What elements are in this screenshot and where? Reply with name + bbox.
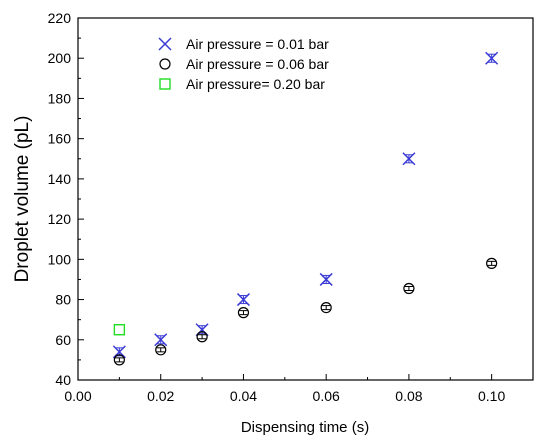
y-tick-label: 100 <box>48 251 72 267</box>
y-axis-label: Droplet volume (pL) <box>12 116 33 283</box>
y-axis: 40 60 80 100 120 140 160 180 200 220 <box>48 10 84 388</box>
legend-label-3: Air pressure= 0.20 bar <box>186 76 325 92</box>
data-point-series-2 <box>237 307 250 319</box>
data-point-series-1 <box>236 293 250 307</box>
error-bar <box>156 347 165 353</box>
data-point-series-2 <box>320 302 332 314</box>
error-bar <box>487 260 496 266</box>
data-point-series-1 <box>485 51 499 65</box>
data-point-series-2 <box>196 331 208 343</box>
y-tick-label: 180 <box>48 90 72 106</box>
x-tick-label: 0.00 <box>64 388 91 404</box>
data-point-series-2 <box>486 257 498 269</box>
legend-label-1: Air pressure = 0.01 bar <box>186 36 329 52</box>
data-point-series-2 <box>113 354 125 366</box>
y-tick-label: 140 <box>48 171 72 187</box>
x-tick-label: 0.04 <box>230 388 257 404</box>
error-bar <box>404 285 413 292</box>
error-bar <box>239 310 248 316</box>
x-tick-label: 0.10 <box>478 388 505 404</box>
data-point-series-1 <box>112 345 126 359</box>
x-axis: 0.00 0.02 0.04 0.06 0.08 0.10 <box>64 374 505 404</box>
data-point-series-2 <box>403 282 415 295</box>
error-bar <box>322 305 331 311</box>
legend-marker-3 <box>159 78 171 90</box>
x-tick-label: 0.06 <box>313 388 340 404</box>
y-tick-label: 160 <box>48 131 72 147</box>
data-marks <box>112 51 499 366</box>
y-tick-label: 200 <box>48 50 72 66</box>
error-bar <box>198 334 207 340</box>
legend-marker-2 <box>159 58 171 70</box>
y-tick-label: 60 <box>55 332 71 348</box>
y-tick-label: 120 <box>48 211 72 227</box>
x-tick-label: 0.08 <box>395 388 422 404</box>
data-point-series-2 <box>155 344 167 356</box>
legend: Air pressure = 0.01 bar Air pressure = 0.… <box>158 36 329 92</box>
data-point-series-1 <box>402 152 416 166</box>
data-point-series-1 <box>154 333 168 347</box>
legend-label-2: Air pressure = 0.06 bar <box>186 56 329 72</box>
data-point-series-1 <box>319 272 333 286</box>
data-point-series-3 <box>113 324 126 336</box>
legend-marker-1 <box>158 37 172 51</box>
plot-frame <box>77 17 534 381</box>
y-tick-label: 80 <box>55 292 71 308</box>
y-tick-label: 40 <box>55 372 71 388</box>
x-axis-label: Dispensing time (s) <box>241 419 369 436</box>
x-tick-label: 0.02 <box>147 388 174 404</box>
y-tick-label: 220 <box>48 10 72 26</box>
error-bar <box>115 357 124 363</box>
